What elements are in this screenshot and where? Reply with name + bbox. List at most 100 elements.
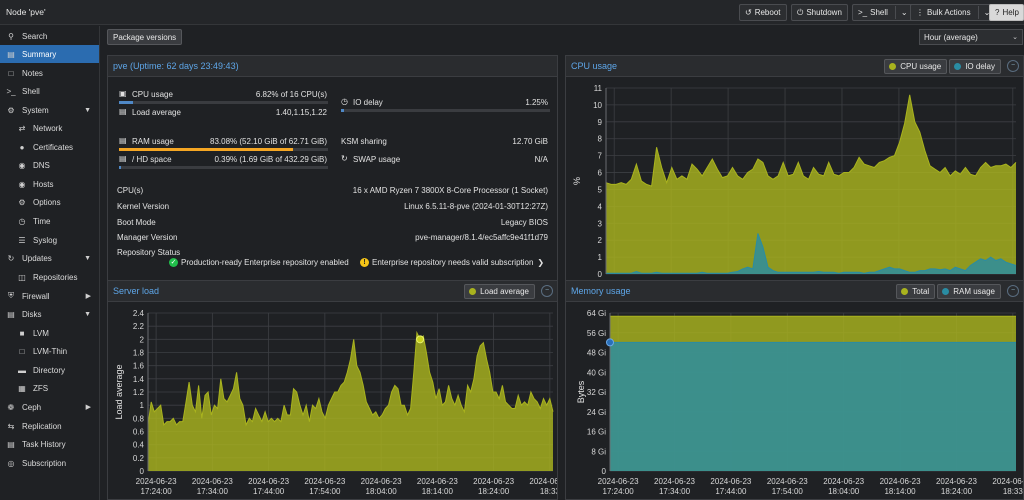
y-tick-label: 0 [598,270,603,279]
undo-icon: ↺ [745,8,752,17]
series-line-0 [147,330,554,427]
retweet-icon: ⇆ [7,421,15,431]
package-versions-button[interactable]: Package versions [107,29,183,45]
shutdown-button[interactable]: ⏻ Shutdown [791,4,848,21]
repo-status-warning[interactable]: ! Enterprise repository needs valid subs… [360,258,544,267]
sidebar-item-firewall[interactable]: ⛨ Firewall ▶ [0,287,99,305]
cpu-usage-panel: CPU usage CPU usage IO delay − 0 1 2 3 4 5 6 7 8… [565,55,1024,299]
x-tick-label: 18:24:00 [941,487,973,496]
sidebar-item-time[interactable]: ◷ Time [0,212,99,230]
check-circle-icon: ✓ [169,258,178,267]
sidebar-item-summary[interactable]: ▤ Summary [0,45,99,63]
x-tick-label: 2024-06-23 [136,477,177,486]
legend-total[interactable]: Total [896,284,936,299]
legend-cpu-usage[interactable]: CPU usage [884,59,948,74]
info-key: CPU(s) [117,186,144,195]
gear-icon: ⚙ [18,197,26,207]
legend-ram-usage[interactable]: RAM usage [937,284,1001,299]
memory-chart-legend: Total RAM usage [896,284,1001,299]
collapse-icon[interactable]: − [541,285,553,297]
y-tick-label: 8 Gi [591,447,606,456]
x-tick-label: 2024-06-23 [823,477,864,486]
shell-button[interactable]: >_ Shell ⌄ [852,4,914,21]
hover-point [416,335,425,344]
y-tick-label: 64 Gi [587,309,606,318]
sidebar-item-directory[interactable]: ▬ Directory [18,365,66,375]
x-tick-label: 2024-06-23 [767,477,808,486]
status-title: pve (Uptime: 62 days 23:49:43) [113,61,239,71]
x-tick-label: 17:54:00 [772,487,804,496]
y-tick-label: 0 [140,467,145,476]
io-delay-label: IO delay [353,98,383,107]
x-tick-label: 17:24:00 [141,487,173,496]
sidebar-item-lvm-thin[interactable]: □ LVM-Thin [0,342,99,360]
sidebar-item-search[interactable]: ⚲ Search [0,27,99,45]
sidebar-item-subscription[interactable]: ◎ Subscription [0,454,99,472]
sidebar-item-network[interactable]: ⇄ Network [0,119,99,137]
sidebar-item-hosts[interactable]: ◉ Hosts [0,175,99,193]
sidebar-item-certificates[interactable]: ● Certificates [0,138,99,156]
load-icon: ▤ [119,107,127,116]
x-tick-label: 18:14:00 [422,487,454,496]
terminal-icon: >_ [858,8,868,17]
series-line-0 [605,94,1017,187]
sidebar-item-zfs[interactable]: ▦ ZFS [0,379,99,397]
sidebar-item-system[interactable]: ⚙ System ▼ [0,101,99,119]
legend-io-delay[interactable]: IO delay [949,59,1001,74]
y-tick-label: 1.2 [133,388,145,397]
sidebar-item-disks[interactable]: ▤ Disks ▼ [0,305,99,323]
y-tick-label: 4 [598,202,603,211]
chevron-right-icon: ▶ [85,404,91,411]
cpu-icon: ▣ [119,89,127,98]
memory-usage-chart: 0 8 Gi 16 Gi 24 Gi 32 Gi 40 Gi 48 Gi 56 Gi 64 Gi… [576,309,1023,496]
help-label: Help [1002,8,1019,17]
help-button[interactable]: ? Help [989,4,1024,21]
sidebar-item-dns[interactable]: ◉ DNS [0,156,99,174]
sidebar-item-task-history[interactable]: ▤ Task History [0,435,99,453]
legend-load-average[interactable]: Load average [464,284,535,299]
y-tick-label: 0.2 [133,454,145,463]
square-icon: ■ [19,328,25,338]
sidebar-item-updates[interactable]: ↻ Updates ▼ [0,249,99,267]
info-key: Boot Mode [117,218,156,227]
sidebar-item-ceph[interactable]: ❁ Ceph ▶ [0,398,99,416]
x-tick-label: 2024-06-23 [473,477,514,486]
status-panel-header: pve (Uptime: 62 days 23:49:43) [108,56,557,77]
repo-ok-text: Production-ready Enterprise repository e… [181,258,349,267]
reboot-button[interactable]: ↺ Reboot [739,4,787,21]
info-key: Kernel Version [117,202,170,211]
sidebar-item-shell[interactable]: >_ Shell [6,86,40,96]
chevron-down-icon: ▼ [84,310,91,318]
info-value: Legacy BIOS [500,218,548,227]
x-tick-label: 17:24:00 [603,487,635,496]
y-tick-label: 9 [598,118,603,127]
collapse-icon[interactable]: − [1007,60,1019,72]
io-delay-value: 1.25% [525,98,548,107]
timeframe-select[interactable]: Hour (average) ⌄ [919,29,1023,45]
y-axis-label: Bytes [576,380,586,403]
sidebar-item-replication[interactable]: ⇆ Replication [0,417,99,435]
sidebar-item-options[interactable]: ⚙ Options [0,193,99,211]
bulk-actions-icon: ⋮ [916,8,924,17]
y-tick-label: 7 [598,152,603,161]
refresh-icon: ↻ [7,253,15,263]
series-area-0 [148,332,553,471]
sidebar-item-syslog[interactable]: ☰ Syslog [0,231,99,249]
square-outline-icon: □ [19,346,25,356]
sidebar-item-repositories[interactable]: ◫ Repositories [0,268,99,286]
server-load-chart: 0 0.2 0.4 0.6 0.8 1 1.2 1.4 1.6 1.8 2 2.2 2.4 2024-06… [114,309,557,496]
info-value: pve-manager/8.1.4/ec5affc9e41f1d79 [415,233,548,242]
list-icon: ☰ [18,235,26,245]
sidebar-item-lvm[interactable]: ■ LVM [0,324,99,342]
load-chart-title: Server load [113,286,160,296]
io-delay-bar [341,109,550,112]
hd-space-label: / HD space [132,155,172,164]
refresh-icon: ↻ [341,154,348,163]
info-key: Repository Status [117,248,181,257]
bulk-actions-button[interactable]: ⋮ Bulk Actions ⌄ [910,4,997,21]
cpu-usage-label: CPU usage [132,90,173,99]
sidebar-item-notes[interactable]: □ Notes [0,64,99,82]
collapse-icon[interactable]: − [1007,285,1019,297]
x-tick-label: 2024-06-23 [710,477,751,486]
series-area-1 [606,233,1016,274]
